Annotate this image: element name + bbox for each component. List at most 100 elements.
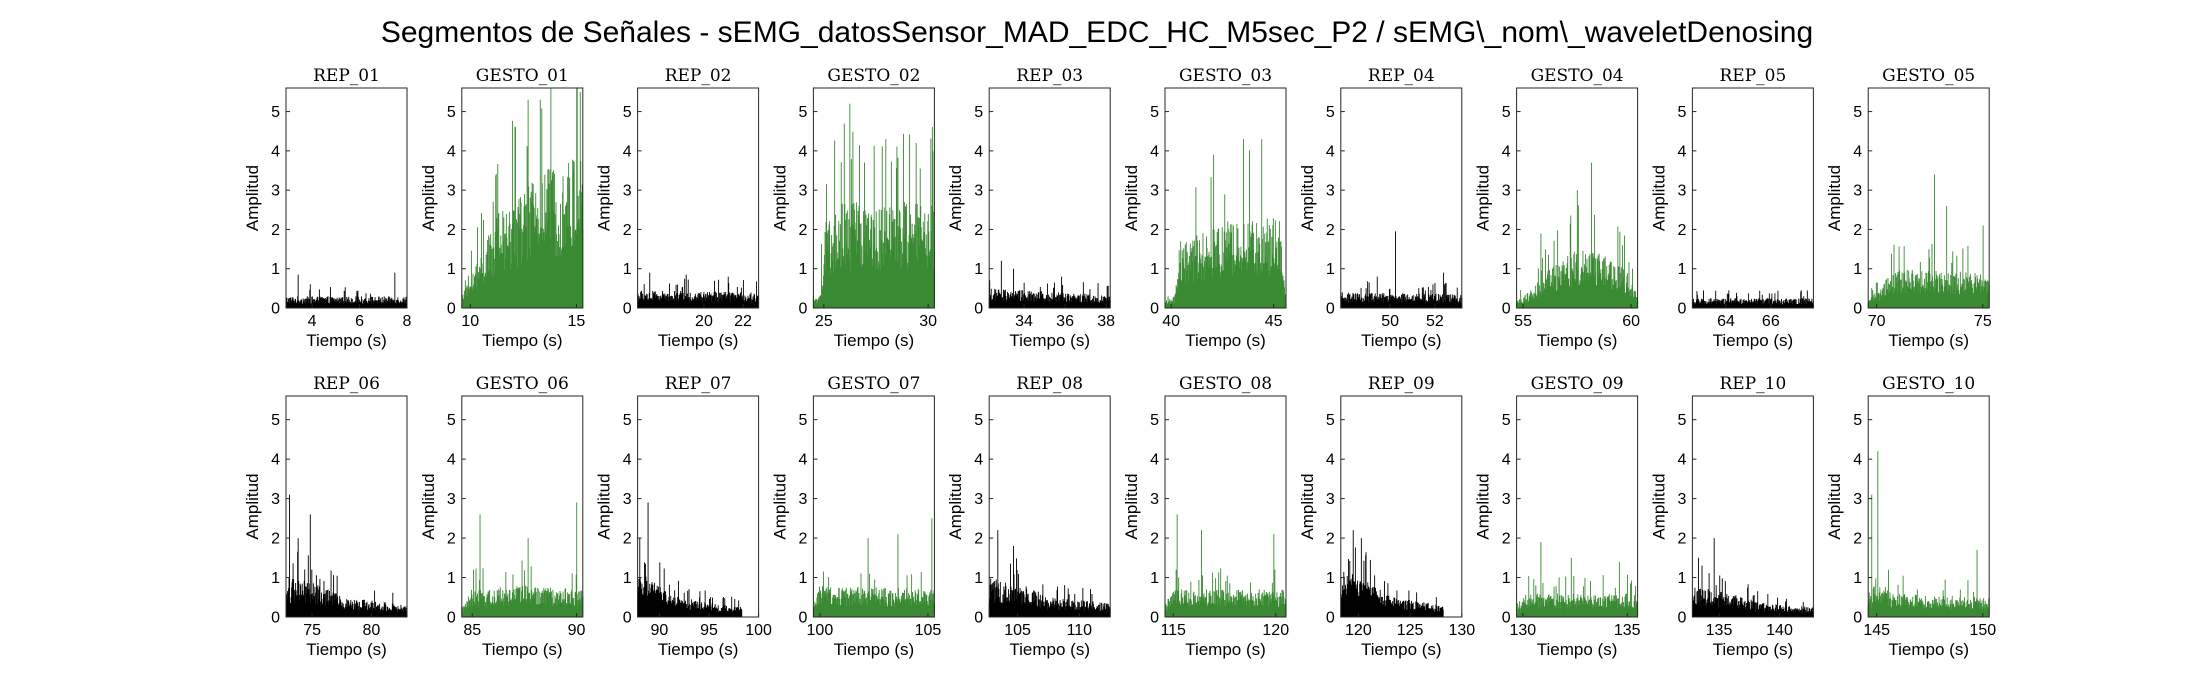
y-axis-label: Amplitud bbox=[1649, 165, 1668, 231]
subplot-title: GESTO_10 bbox=[1882, 374, 1975, 394]
x-tick-label: 38 bbox=[1097, 313, 1115, 330]
y-axis-label: Amplitud bbox=[1825, 165, 1844, 231]
y-tick-label: 4 bbox=[271, 452, 280, 469]
x-tick-label: 85 bbox=[463, 622, 481, 639]
x-tick-label: 64 bbox=[1717, 313, 1735, 330]
x-tick-label: 40 bbox=[1162, 313, 1180, 330]
x-axis-label: Tiempo (s) bbox=[306, 640, 387, 659]
y-tick-label: 1 bbox=[1502, 261, 1511, 278]
x-axis-label: Tiempo (s) bbox=[1009, 640, 1090, 659]
y-tick-label: 3 bbox=[1150, 183, 1159, 200]
y-tick-label: 5 bbox=[1326, 104, 1335, 121]
y-tick-label: 2 bbox=[1853, 531, 1862, 548]
signal-trace bbox=[285, 494, 408, 617]
subplot-gesto-09: 0 1 2 3 4 5 130 135 GESTO_09 Tiempo (s) Amplitud bbox=[1474, 374, 1641, 659]
y-tick-label: 2 bbox=[1150, 531, 1159, 548]
signal-trace bbox=[1164, 514, 1287, 617]
y-tick-label: 2 bbox=[623, 531, 632, 548]
y-tick-label: 1 bbox=[798, 261, 807, 278]
x-axis-label: Tiempo (s) bbox=[834, 640, 915, 659]
signal-trace bbox=[461, 88, 584, 308]
y-tick-label: 3 bbox=[447, 183, 456, 200]
signal-trace bbox=[1867, 174, 1990, 308]
x-axis-label: Tiempo (s) bbox=[834, 331, 915, 350]
y-tick-label: 0 bbox=[1677, 301, 1686, 318]
y-axis-label: Amplitud bbox=[770, 165, 789, 231]
x-axis-label: Tiempo (s) bbox=[658, 640, 739, 659]
signal-trace bbox=[1691, 290, 1814, 308]
y-tick-label: 4 bbox=[1853, 452, 1862, 469]
x-tick-label: 135 bbox=[1614, 622, 1641, 639]
y-tick-label: 3 bbox=[1677, 183, 1686, 200]
y-tick-label: 2 bbox=[974, 222, 983, 239]
y-tick-label: 0 bbox=[271, 610, 280, 627]
y-tick-label: 4 bbox=[447, 452, 456, 469]
subplot-rep-01: 0 1 2 3 4 5 4 6 8 REP_01 Tiempo (s) Amplitud bbox=[243, 66, 412, 350]
x-axis-label: Tiempo (s) bbox=[1713, 640, 1794, 659]
y-axis-label: Amplitud bbox=[243, 473, 262, 539]
x-tick-label: 130 bbox=[1510, 622, 1537, 639]
y-tick-label: 3 bbox=[623, 491, 632, 508]
y-tick-label: 5 bbox=[271, 412, 280, 429]
y-tick-label: 1 bbox=[1677, 570, 1686, 587]
x-tick-label: 140 bbox=[1766, 622, 1793, 639]
subplot-rep-09: 0 1 2 3 4 5 120 125 130 REP_09 Tiempo (s) Amplitud bbox=[1298, 374, 1475, 659]
y-tick-label: 2 bbox=[1502, 222, 1511, 239]
y-tick-label: 2 bbox=[1326, 222, 1335, 239]
x-tick-label: 90 bbox=[651, 622, 669, 639]
x-tick-label: 125 bbox=[1397, 622, 1424, 639]
subplot-gesto-01: 0 1 2 3 4 5 10 15 GESTO_01 Tiempo (s) Amplitud bbox=[419, 66, 586, 350]
subplot-rep-07: 0 1 2 3 4 5 90 95 100 REP_07 Tiempo (s) Amplitud bbox=[595, 374, 772, 659]
y-tick-label: 1 bbox=[1677, 261, 1686, 278]
x-tick-label: 34 bbox=[1015, 313, 1033, 330]
y-tick-label: 5 bbox=[1853, 412, 1862, 429]
x-axis-label: Tiempo (s) bbox=[1185, 331, 1266, 350]
x-axis-label: Tiempo (s) bbox=[1185, 640, 1266, 659]
y-tick-label: 3 bbox=[974, 183, 983, 200]
y-tick-label: 2 bbox=[1150, 222, 1159, 239]
signal-trace bbox=[637, 272, 760, 308]
y-tick-label: 2 bbox=[447, 531, 456, 548]
y-tick-label: 1 bbox=[1502, 570, 1511, 587]
y-axis-label: Amplitud bbox=[1298, 165, 1317, 231]
subplot-title: GESTO_04 bbox=[1531, 66, 1624, 86]
x-tick-label: 110 bbox=[1067, 622, 1093, 639]
y-tick-label: 2 bbox=[447, 222, 456, 239]
axes-frame bbox=[1340, 395, 1463, 618]
y-tick-label: 2 bbox=[1502, 531, 1511, 548]
y-tick-label: 3 bbox=[271, 183, 280, 200]
y-axis-label: Amplitud bbox=[946, 473, 965, 539]
y-tick-label: 4 bbox=[1502, 143, 1511, 160]
x-tick-label: 90 bbox=[568, 622, 586, 639]
x-axis-label: Tiempo (s) bbox=[1888, 640, 1969, 659]
y-tick-label: 4 bbox=[974, 143, 983, 160]
axes-frame bbox=[461, 395, 584, 618]
y-tick-label: 1 bbox=[623, 261, 632, 278]
axes-frame bbox=[1691, 395, 1814, 618]
y-tick-label: 5 bbox=[447, 104, 456, 121]
y-tick-label: 3 bbox=[1326, 491, 1335, 508]
x-axis-label: Tiempo (s) bbox=[1009, 331, 1090, 350]
x-tick-label: 120 bbox=[1262, 622, 1289, 639]
y-tick-label: 4 bbox=[1150, 452, 1159, 469]
y-tick-label: 4 bbox=[974, 452, 983, 469]
y-tick-label: 0 bbox=[1326, 301, 1335, 318]
x-tick-label: 55 bbox=[1514, 313, 1532, 330]
signal-trace bbox=[812, 103, 935, 308]
axes-frame bbox=[637, 395, 760, 618]
axes-frame bbox=[988, 87, 1111, 309]
y-tick-label: 0 bbox=[1853, 301, 1862, 318]
subplot-title: REP_04 bbox=[1368, 66, 1435, 86]
y-axis-label: Amplitud bbox=[1825, 473, 1844, 539]
x-tick-label: 95 bbox=[700, 622, 718, 639]
x-tick-label: 80 bbox=[363, 622, 381, 639]
y-tick-label: 3 bbox=[271, 491, 280, 508]
y-axis-label: Amplitud bbox=[770, 473, 789, 539]
y-tick-label: 2 bbox=[271, 531, 280, 548]
y-tick-label: 1 bbox=[447, 570, 456, 587]
y-tick-label: 1 bbox=[974, 261, 983, 278]
y-tick-label: 1 bbox=[271, 570, 280, 587]
y-tick-label: 5 bbox=[1502, 104, 1511, 121]
x-tick-label: 130 bbox=[1448, 622, 1475, 639]
